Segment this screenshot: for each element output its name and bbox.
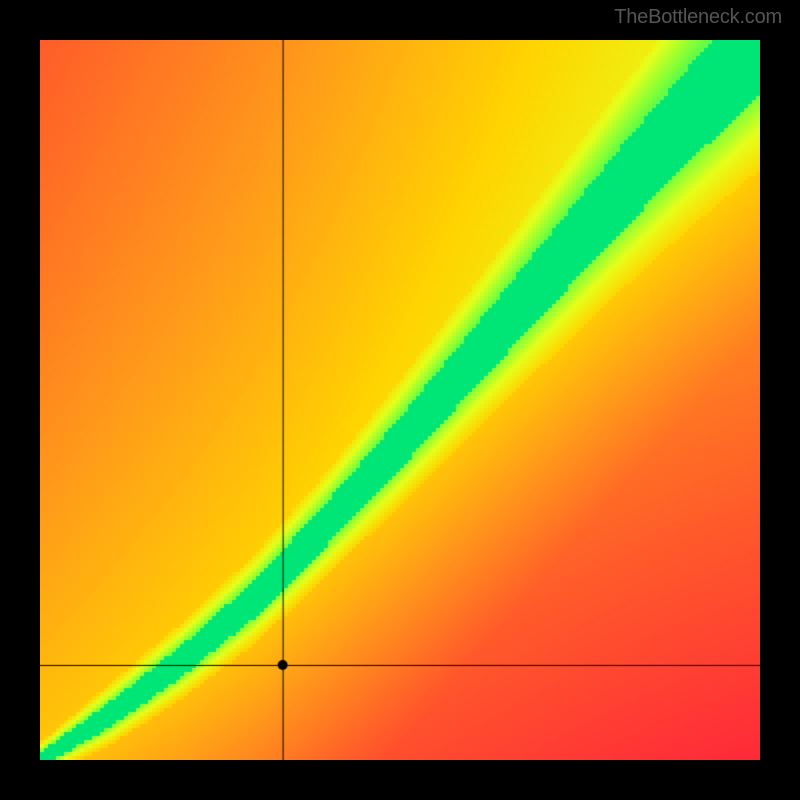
attribution-text: TheBottleneck.com — [614, 6, 782, 29]
heatmap-canvas — [40, 40, 760, 760]
heatmap-plot — [40, 40, 760, 760]
